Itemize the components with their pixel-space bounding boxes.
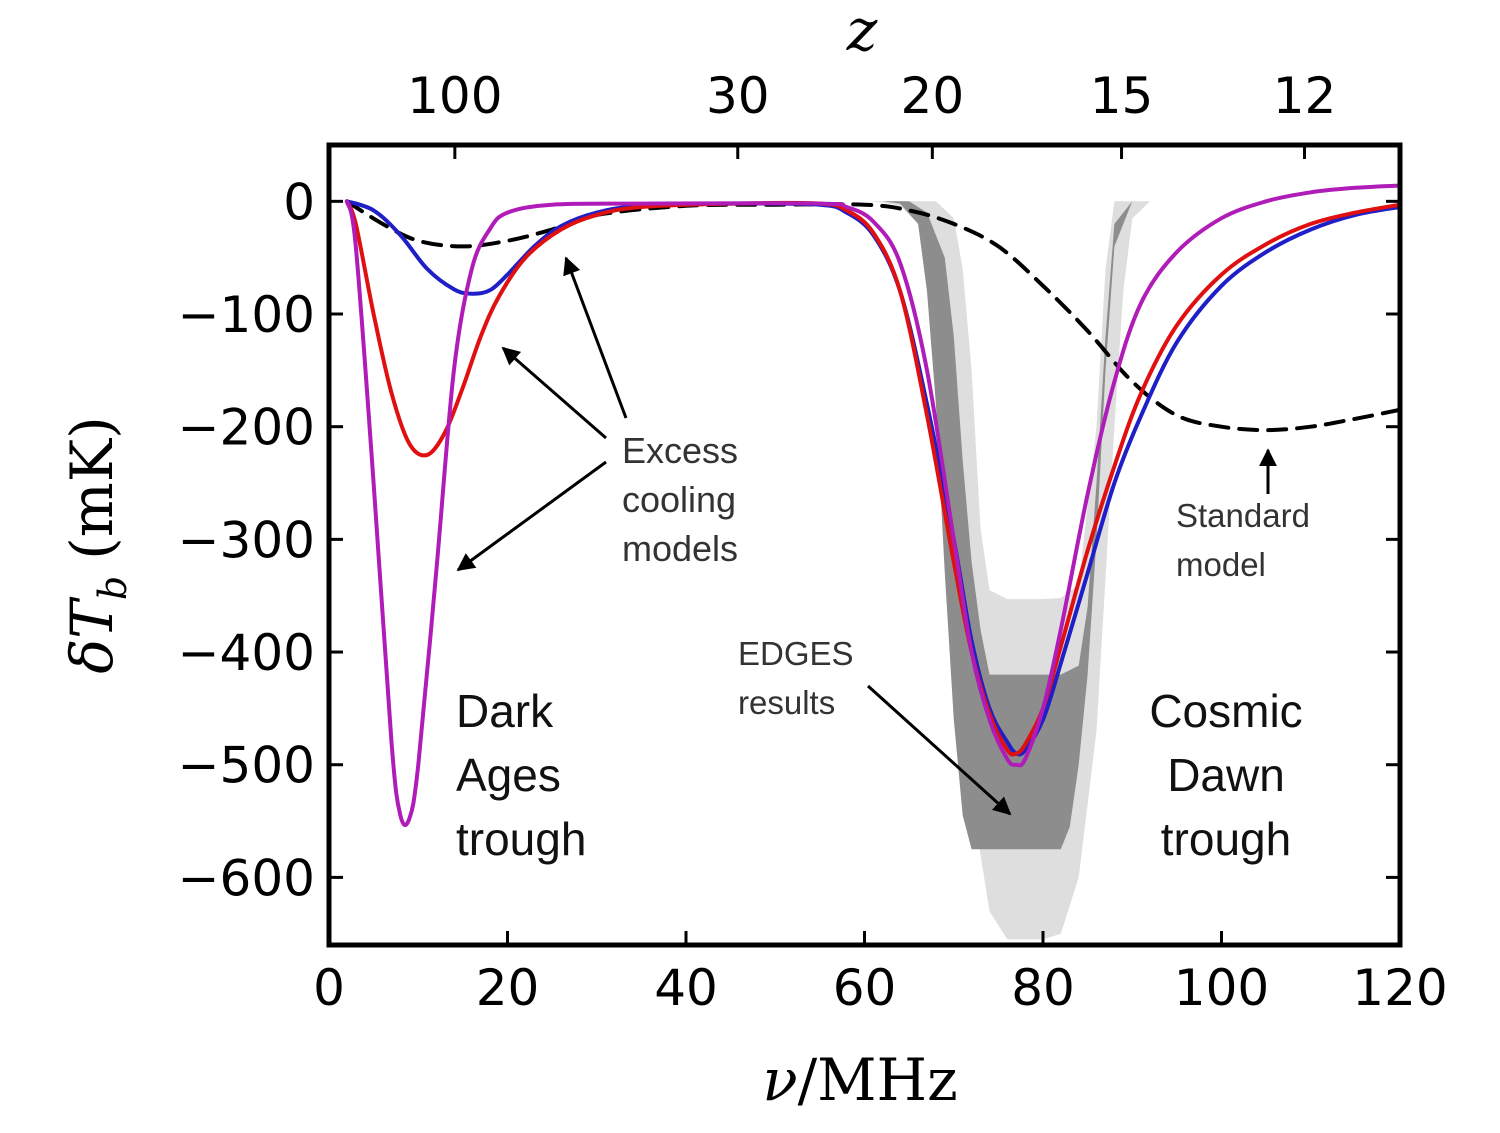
cosmic-dawn-annotation: Cosmic Dawn trough [1149, 685, 1302, 865]
top-tick-label-4: 12 [1273, 67, 1337, 125]
x-tick-label-1: 20 [476, 959, 540, 1017]
x-axis-label-symbol: ν [762, 1046, 797, 1114]
annotation-dark-line2: Ages [456, 749, 561, 801]
edges-results-annotation: EDGES results [738, 635, 854, 721]
y-tick-label-3: −300 [178, 511, 315, 569]
annotation-edges-line1: EDGES [738, 635, 854, 672]
annotation-excess-line3: models [622, 528, 738, 569]
x-tick-label-3: 60 [833, 959, 897, 1017]
annotation-edges-line2: results [738, 684, 835, 721]
y-tick-label-5: −500 [178, 737, 315, 795]
arrow-edges [866, 684, 1012, 816]
y-axis-label: δTb (mK) [58, 416, 135, 674]
annotation-cosmic-line3: trough [1161, 813, 1291, 865]
top-tick-label-2: 20 [901, 67, 965, 125]
x-tick-label-4: 80 [1011, 959, 1075, 1017]
y-axis-label-symbol: δT [58, 596, 126, 674]
x-tick-label-5: 100 [1174, 959, 1269, 1017]
edges-inner-band [882, 201, 1159, 850]
series-line-1 [344, 199, 1402, 757]
arrow-excess-red [501, 346, 607, 440]
y-tick-label-0: 0 [283, 173, 315, 231]
tick-labels: 0 20 40 60 80 100 120 0 −100 −200 −300 −400 −500 −600… [178, 67, 1448, 1017]
x-tick-label-6: 120 [1352, 959, 1447, 1017]
annotation-standard-line1: Standard [1176, 497, 1310, 534]
annotation-cosmic-line1: Cosmic [1149, 685, 1302, 737]
series-layer [344, 183, 1402, 828]
arrow-excess-blue [563, 256, 628, 419]
excess-cooling-annotation: Excess cooling models [622, 430, 738, 569]
x-tick-label-2: 40 [654, 959, 718, 1017]
y-tick-label-1: −100 [178, 286, 315, 344]
top-axis-label: z [846, 0, 878, 64]
y-tick-label-2: −200 [178, 399, 315, 457]
y-tick-label-6: −600 [178, 849, 315, 907]
plot-frame [326, 142, 1403, 948]
x-axis-label: ν/MHz [762, 1046, 957, 1114]
y-tick-label-4: −400 [178, 624, 315, 682]
y-axis-label-subscript: b [91, 576, 135, 600]
annotation-standard-line2: model [1176, 546, 1266, 583]
top-tick-label-1: 30 [706, 67, 770, 125]
series-line-0 [344, 199, 1402, 433]
annotation-excess-line1: Excess [622, 430, 738, 471]
edges-bands [864, 201, 1400, 940]
arrow-excess-magenta [456, 460, 607, 572]
series-line-3 [344, 183, 1402, 828]
series-line-2 [344, 199, 1402, 757]
standard-model-annotation: Standard model [1176, 497, 1310, 583]
annotation-excess-line2: cooling [622, 479, 736, 520]
x-axis-label-unit: /MHz [798, 1046, 958, 1114]
annotation-arrows [456, 256, 1277, 816]
top-tick-label-3: 15 [1090, 67, 1154, 125]
x-tick-label-0: 0 [313, 959, 345, 1017]
dark-ages-annotation: Dark Ages trough [456, 685, 586, 865]
annotation-dark-line3: trough [456, 813, 586, 865]
y-axis-label-unit: (mK) [58, 416, 126, 560]
annotation-cosmic-line2: Dawn [1167, 749, 1285, 801]
annotation-dark-line1: Dark [456, 685, 554, 737]
top-tick-label-0: 100 [407, 67, 502, 125]
